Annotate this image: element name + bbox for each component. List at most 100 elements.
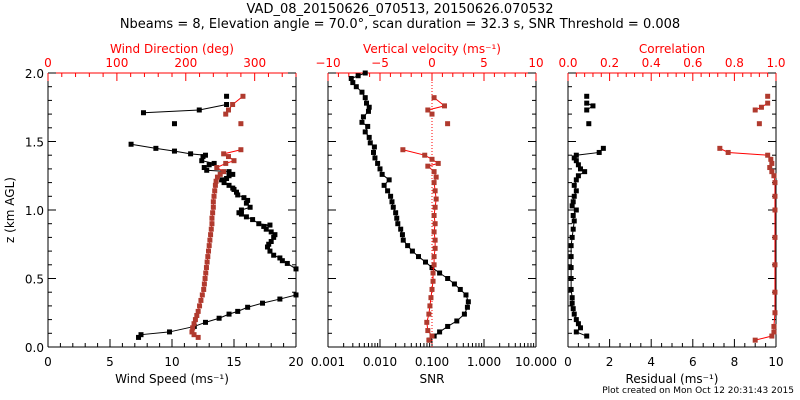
data-point [431,254,437,260]
data-point [210,210,216,216]
data-point [377,166,383,172]
top-tick-label: 200 [174,56,197,70]
data-point [429,333,435,339]
data-point [425,107,431,113]
top-tick-label: 5 [480,56,488,70]
data-point [425,328,431,334]
data-point [429,265,435,271]
data-point [465,299,471,305]
data-point [569,234,575,240]
data-point [226,311,232,317]
data-point [427,303,433,309]
data-point [279,258,285,264]
data-point [205,254,211,260]
data-point [256,221,262,227]
data-point [202,319,208,325]
data-point [245,197,251,203]
data-point [568,286,574,292]
data-point [432,204,438,210]
top-axis-label: Vertical velocity (ms⁻¹) [363,42,501,56]
data-point [772,262,778,268]
data-point [573,152,579,158]
x-tick-label: 10.000 [515,355,557,369]
data-point [277,296,283,302]
data-point [431,229,437,235]
top-tick-label: 100 [105,56,128,70]
x-axis-label: SNR [420,372,445,386]
data-point [375,160,381,166]
data-point [577,166,583,172]
x-tick-label: 5 [106,355,114,369]
data-point [765,100,771,106]
data-point [573,329,579,335]
data-point [191,321,197,327]
data-point [590,103,596,109]
data-point [224,175,230,181]
data-point [207,237,213,243]
data-point [271,252,277,258]
data-point [569,300,575,306]
data-point [464,304,470,310]
data-point [293,266,299,272]
data-point [201,281,207,287]
data-point [445,323,451,329]
data-point [399,232,405,238]
data-point [221,169,227,175]
data-point [210,204,216,210]
data-point [272,232,278,238]
data-point [212,188,218,194]
data-point [570,212,576,218]
data-point [243,214,249,220]
data-point [226,182,232,188]
data-point [188,151,194,157]
data-point [584,93,590,99]
data-point [153,145,159,151]
data-point [430,270,436,276]
data-point [429,286,435,292]
data-point [359,89,365,95]
data-point [224,102,230,108]
data-point [422,152,428,158]
x-tick-label: 0.001 [311,355,345,369]
data-point [203,265,209,271]
data-point [201,286,207,292]
data-point [424,319,430,325]
y-tick-label: 1.5 [25,136,44,150]
top-tick-label: 0.6 [683,56,702,70]
data-point [769,160,775,166]
data-point [260,300,266,306]
x-axis-label: Wind Speed (ms⁻¹) [115,372,229,386]
data-point [445,276,451,281]
data-point [425,163,431,169]
data-point [140,110,146,116]
data-point [584,333,590,339]
data-point [206,248,212,254]
data-point [211,160,217,166]
data-point [245,304,251,310]
data-point [432,188,438,194]
data-point [226,173,232,179]
data-point [355,73,361,79]
data-point [366,104,372,110]
data-point [573,317,579,323]
y-tick-label: 1.0 [25,204,44,218]
x-tick-label: 20 [288,355,303,369]
data-point [426,337,432,343]
data-point [573,158,579,164]
data-point [772,234,778,240]
top-tick-label: 0 [428,56,436,70]
data-point [350,80,356,86]
data-point [571,155,577,161]
data-point [771,173,777,179]
x-tick-label: 0.100 [415,355,449,369]
top-tick-label: −5 [371,56,389,70]
data-point [772,310,778,316]
data-point [600,145,606,151]
data-point [217,171,223,177]
data-point [209,221,215,227]
data-point [381,182,387,188]
data-point [189,329,195,335]
data-point [277,255,283,261]
data-point [362,129,368,135]
data-point [771,329,777,335]
